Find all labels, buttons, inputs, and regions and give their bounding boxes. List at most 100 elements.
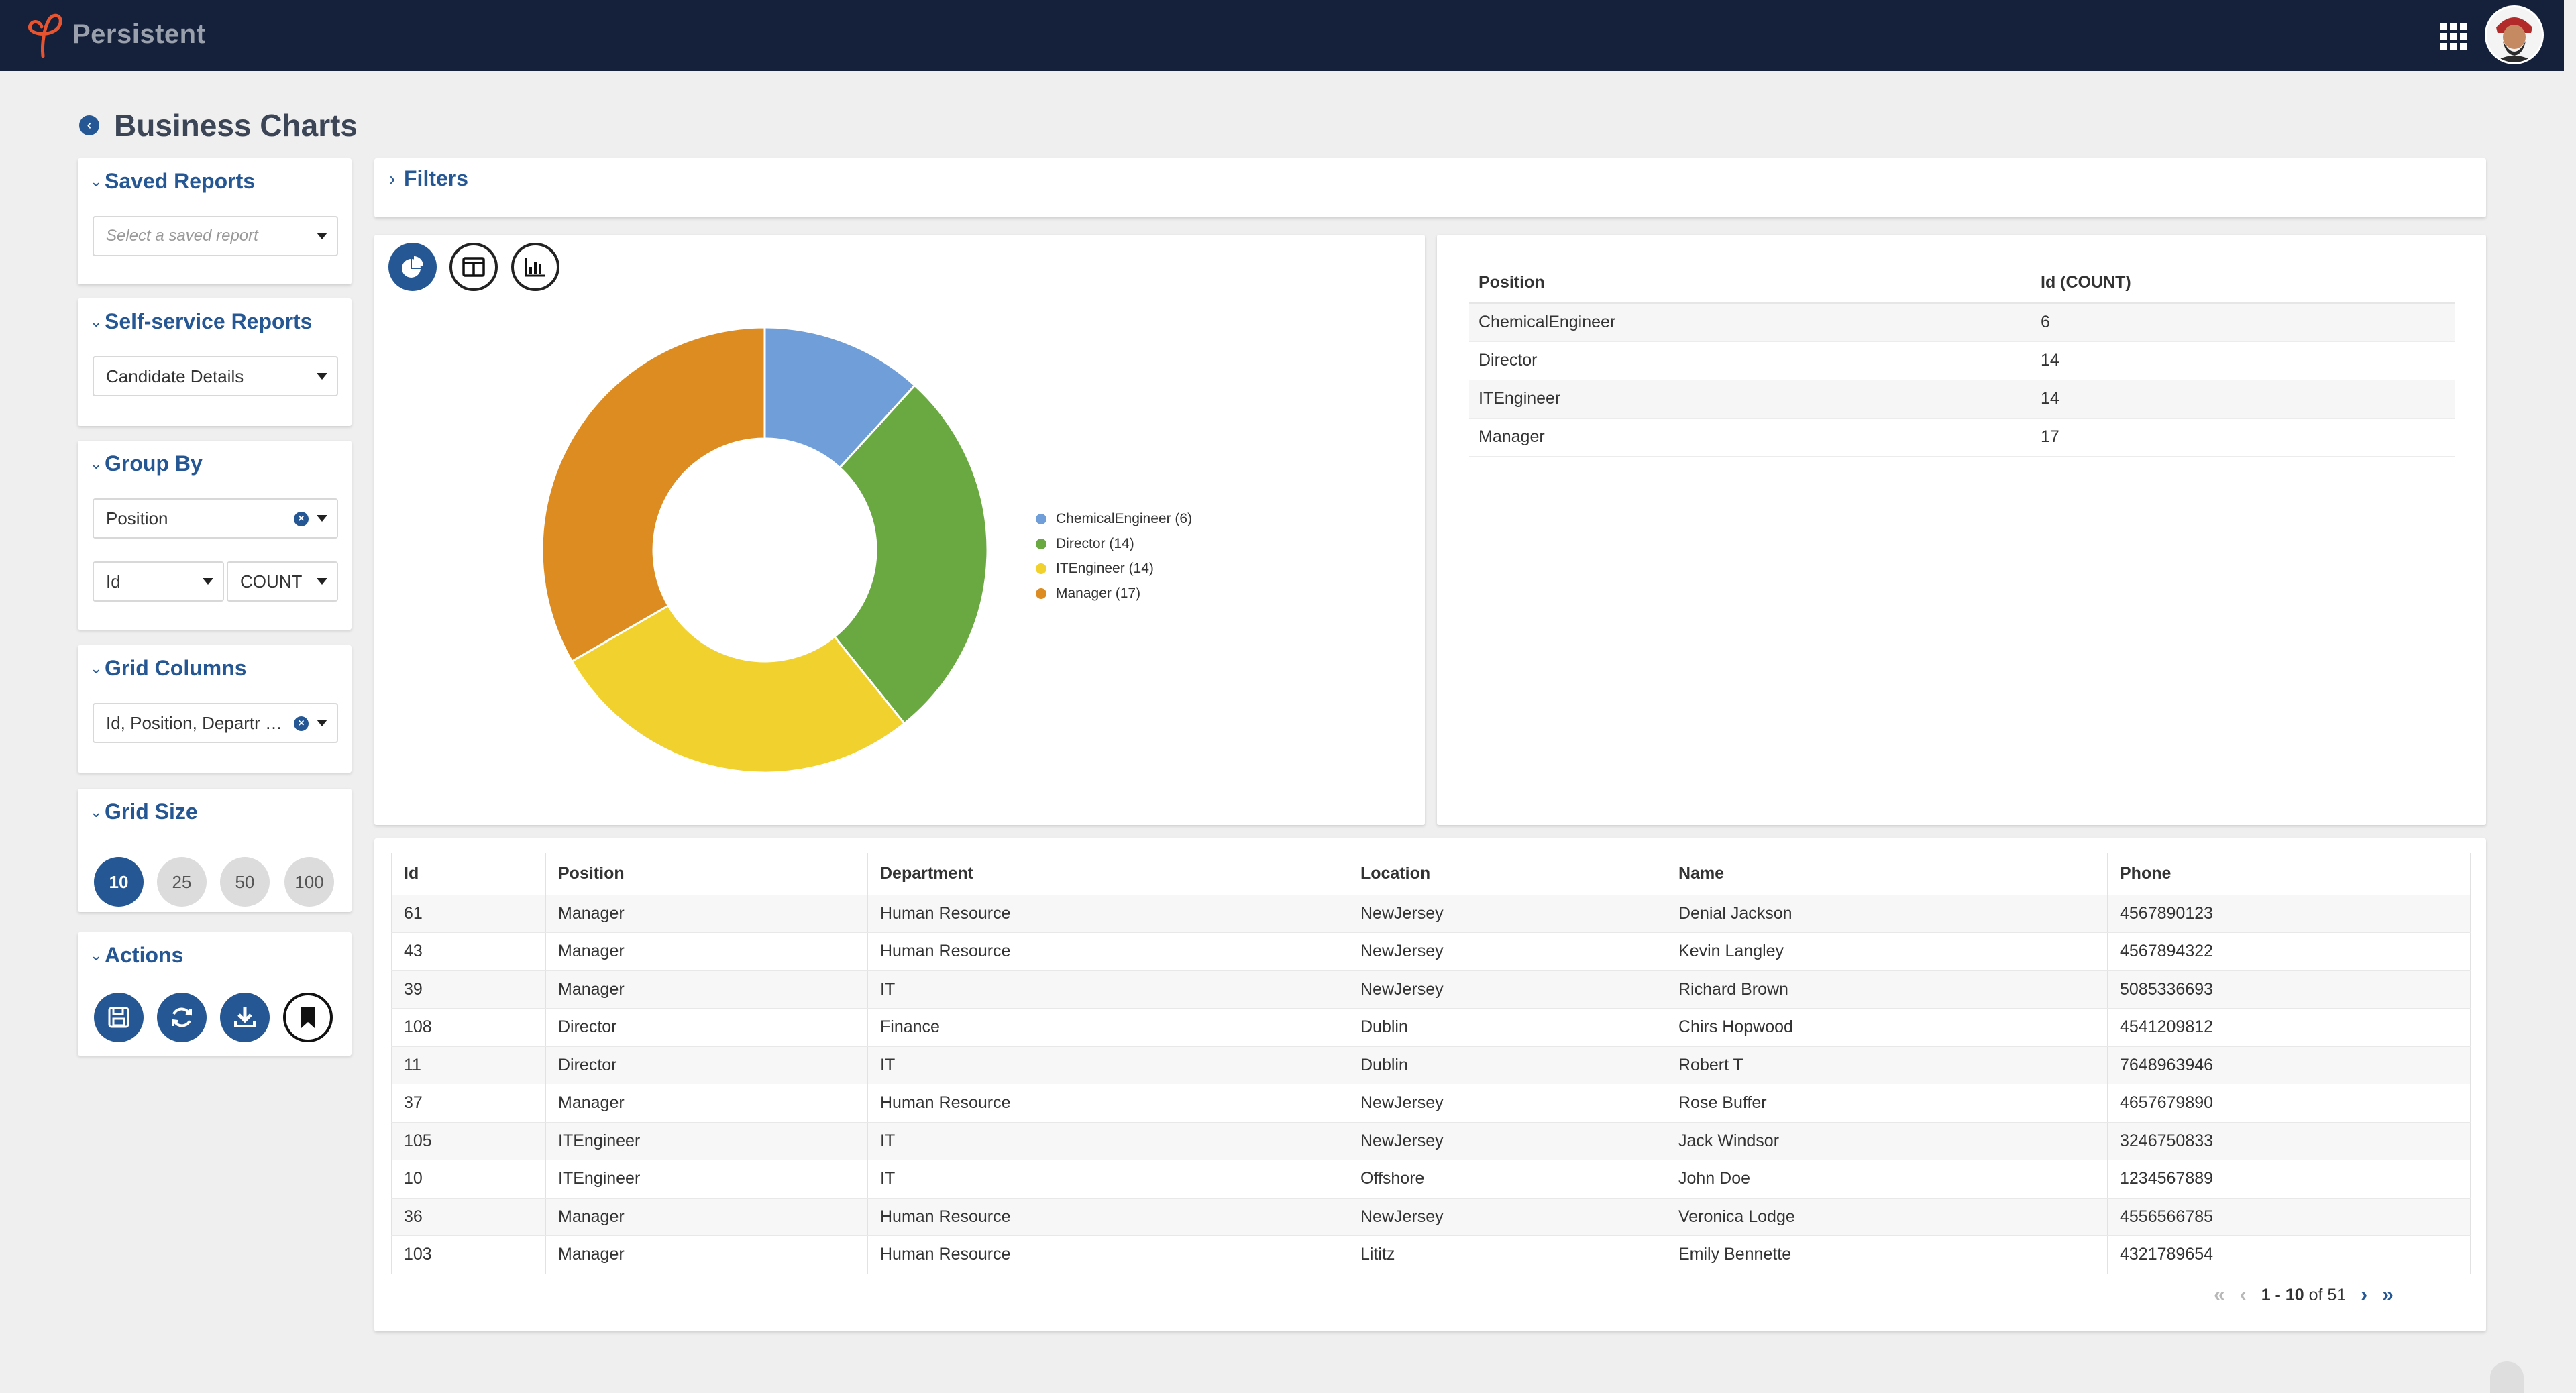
- summary-row[interactable]: Manager 17: [1469, 418, 2455, 457]
- cell-position: Director: [545, 1008, 868, 1047]
- table-row[interactable]: 37 Manager Human Resource NewJersey Rose…: [391, 1084, 2471, 1123]
- cell-position: Manager: [545, 1084, 868, 1123]
- cell-name: Kevin Langley: [1666, 932, 2108, 971]
- group-by-toggle[interactable]: ⌄ Group By: [90, 451, 203, 476]
- pie-chart-view-button[interactable]: [388, 243, 437, 291]
- cell-name: Rose Buffer: [1666, 1084, 2108, 1123]
- caret-down-icon: [203, 578, 213, 585]
- table-row[interactable]: 61 Manager Human Resource NewJersey Deni…: [391, 895, 2471, 933]
- table-row[interactable]: 108 Director Finance Dublin Chirs Hopwoo…: [391, 1008, 2471, 1047]
- next-page-icon[interactable]: ›: [2361, 1284, 2368, 1306]
- legend-item-itengineer[interactable]: ITEngineer (14): [1036, 556, 1192, 581]
- scroll-to-top-button[interactable]: [2490, 1361, 2524, 1393]
- grid-header-department[interactable]: Department: [867, 853, 1348, 895]
- download-button[interactable]: [220, 993, 270, 1042]
- data-grid: Id Position Department Location Name Pho…: [391, 853, 2471, 1274]
- summary-row[interactable]: ITEngineer 14: [1469, 380, 2455, 419]
- clear-icon[interactable]: ×: [294, 716, 309, 731]
- filters-title: Filters: [404, 166, 469, 190]
- legend-label: ChemicalEngineer (6): [1056, 510, 1193, 526]
- cell-department: Human Resource: [867, 1084, 1348, 1123]
- self-service-select[interactable]: Candidate Details: [93, 356, 338, 396]
- table-row[interactable]: 103 Manager Human Resource Lititz Emily …: [391, 1235, 2471, 1274]
- table-row[interactable]: 43 Manager Human Resource NewJersey Kevi…: [391, 932, 2471, 971]
- group-by-field-select[interactable]: Position ×: [93, 498, 338, 539]
- filters-toggle[interactable]: › Filters: [389, 166, 468, 191]
- actions-card: ⌄ Actions: [78, 932, 352, 1056]
- legend-swatch: [1036, 513, 1046, 524]
- clear-icon[interactable]: ×: [294, 512, 309, 526]
- table-row[interactable]: 10 ITEngineer IT Offshore John Doe 12345…: [391, 1160, 2471, 1199]
- legend-item-manager[interactable]: Manager (17): [1036, 581, 1192, 606]
- cell-phone: 4556566785: [2107, 1198, 2471, 1236]
- saved-report-select[interactable]: Select a saved report: [93, 216, 338, 256]
- grid-header-id[interactable]: Id: [391, 853, 546, 895]
- summary-cell: 17: [2031, 418, 2455, 457]
- first-page-icon[interactable]: «: [2214, 1284, 2225, 1306]
- aggregate-select[interactable]: COUNT: [227, 561, 338, 602]
- grid-header-name[interactable]: Name: [1666, 853, 2108, 895]
- bar-chart-icon: [525, 258, 545, 277]
- summary-header-position[interactable]: Position: [1469, 263, 2031, 304]
- bookmark-button[interactable]: [283, 993, 333, 1042]
- bar-chart-view-button[interactable]: [511, 243, 559, 291]
- table-row[interactable]: 11 Director IT Dublin Robert T 764896394…: [391, 1046, 2471, 1084]
- summary-row[interactable]: ChemicalEngineer 6: [1469, 303, 2455, 342]
- donut-slice-director[interactable]: [833, 384, 989, 725]
- donut-slice-itengineer[interactable]: [570, 604, 906, 774]
- chevron-down-icon: ⌄: [90, 172, 103, 190]
- actions-toggle[interactable]: ⌄ Actions: [90, 943, 183, 968]
- cell-phone: 5085336693: [2107, 970, 2471, 1009]
- summary-cell: 14: [2031, 380, 2455, 419]
- summary-cell: 6: [2031, 303, 2455, 342]
- top-navbar: Persistent: [0, 0, 2564, 71]
- brand-logo[interactable]: Persistent: [24, 9, 205, 59]
- grid-columns-toggle[interactable]: ⌄ Grid Columns: [90, 656, 247, 681]
- summary-cell: ChemicalEngineer: [1469, 303, 2031, 342]
- grid-header-location[interactable]: Location: [1348, 853, 1666, 895]
- grid-header-phone[interactable]: Phone: [2107, 853, 2471, 895]
- cell-location: Offshore: [1348, 1160, 1666, 1199]
- cell-position: Director: [545, 1046, 868, 1084]
- legend-item-chemicalengineer[interactable]: ChemicalEngineer (6): [1036, 506, 1192, 531]
- table-row[interactable]: 39 Manager IT NewJersey Richard Brown 50…: [391, 970, 2471, 1009]
- legend-item-director[interactable]: Director (14): [1036, 531, 1192, 556]
- caret-down-icon: [317, 373, 327, 380]
- chart-legend: ChemicalEngineer (6) Director (14) ITEng…: [1036, 506, 1192, 606]
- donut-slice-chemicalengineer[interactable]: [763, 326, 916, 469]
- page-range-numbers: 1 - 10: [2261, 1285, 2304, 1304]
- saved-reports-toggle[interactable]: ⌄ Saved Reports: [90, 169, 255, 194]
- grid-size-25-button[interactable]: 25: [157, 857, 207, 907]
- cell-phone: 4321789654: [2107, 1235, 2471, 1274]
- cell-position: Manager: [545, 970, 868, 1009]
- cell-department: Human Resource: [867, 932, 1348, 971]
- saved-reports-title: Saved Reports: [105, 169, 256, 193]
- grid-size-toggle[interactable]: ⌄ Grid Size: [90, 799, 198, 824]
- chevron-down-icon: ⌄: [90, 313, 103, 330]
- self-service-toggle[interactable]: ⌄ Self-service Reports: [90, 309, 312, 334]
- back-arrow-icon[interactable]: ‹: [79, 115, 99, 135]
- save-button[interactable]: [94, 993, 144, 1042]
- summary-row[interactable]: Director 14: [1469, 341, 2455, 380]
- legend-swatch: [1036, 563, 1046, 574]
- grid-size-10-button[interactable]: 10: [94, 857, 144, 907]
- summary-header-count[interactable]: Id (COUNT): [2031, 263, 2455, 304]
- grid-columns-select[interactable]: Id, Position, Departr … ×: [93, 703, 338, 743]
- table-row[interactable]: 105 ITEngineer IT NewJersey Jack Windsor…: [391, 1122, 2471, 1160]
- grid-size-100-button[interactable]: 100: [284, 857, 334, 907]
- last-page-icon[interactable]: »: [2382, 1284, 2394, 1306]
- refresh-icon: [172, 1007, 192, 1027]
- user-avatar[interactable]: [2485, 5, 2544, 64]
- grid-header-position[interactable]: Position: [545, 853, 868, 895]
- grid-apps-icon[interactable]: [2440, 23, 2467, 50]
- table-row[interactable]: 36 Manager Human Resource NewJersey Vero…: [391, 1198, 2471, 1236]
- prev-page-icon[interactable]: ‹: [2239, 1284, 2247, 1306]
- grid-size-50-button[interactable]: 50: [220, 857, 270, 907]
- refresh-button[interactable]: [157, 993, 207, 1042]
- table-view-button[interactable]: [449, 243, 498, 291]
- donut-slice-manager[interactable]: [541, 326, 766, 663]
- save-icon: [108, 1007, 129, 1028]
- cell-id: 61: [391, 895, 546, 933]
- avatar-image: [2487, 7, 2542, 62]
- measure-field-select[interactable]: Id: [93, 561, 224, 602]
